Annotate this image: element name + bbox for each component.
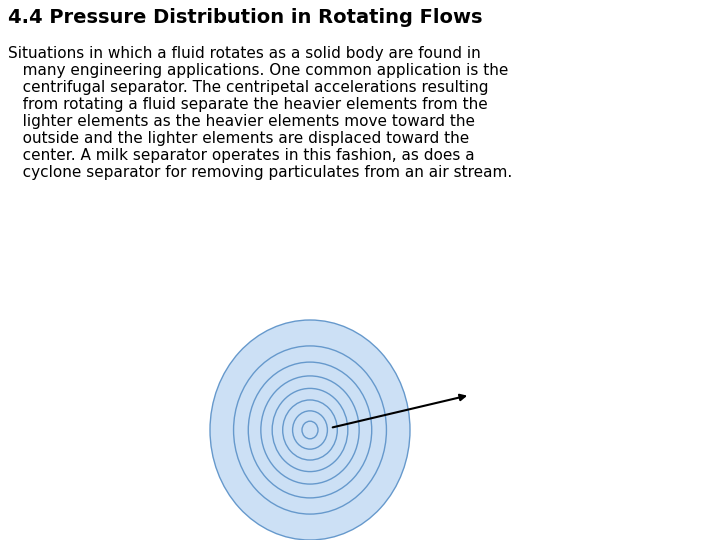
Text: centrifugal separator. The centripetal accelerations resulting: centrifugal separator. The centripetal a… (8, 80, 488, 95)
Text: many engineering applications. One common application is the: many engineering applications. One commo… (8, 63, 508, 78)
Text: 4.4 Pressure Distribution in Rotating Flows: 4.4 Pressure Distribution in Rotating Fl… (8, 8, 482, 27)
Ellipse shape (210, 320, 410, 540)
Text: outside and the lighter elements are displaced toward the: outside and the lighter elements are dis… (8, 131, 469, 146)
Text: lighter elements as the heavier elements move toward the: lighter elements as the heavier elements… (8, 114, 475, 129)
Text: center. A milk separator operates in this fashion, as does a: center. A milk separator operates in thi… (8, 148, 474, 163)
Text: from rotating a fluid separate the heavier elements from the: from rotating a fluid separate the heavi… (8, 97, 487, 112)
Text: Situations in which a fluid rotates as a solid body are found in: Situations in which a fluid rotates as a… (8, 46, 481, 61)
Text: cyclone separator for removing particulates from an air stream.: cyclone separator for removing particula… (8, 165, 512, 180)
